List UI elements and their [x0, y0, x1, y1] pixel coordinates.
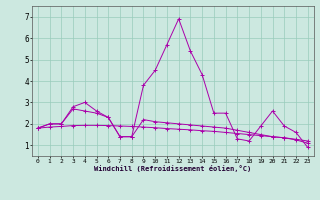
X-axis label: Windchill (Refroidissement éolien,°C): Windchill (Refroidissement éolien,°C) [94, 165, 252, 172]
